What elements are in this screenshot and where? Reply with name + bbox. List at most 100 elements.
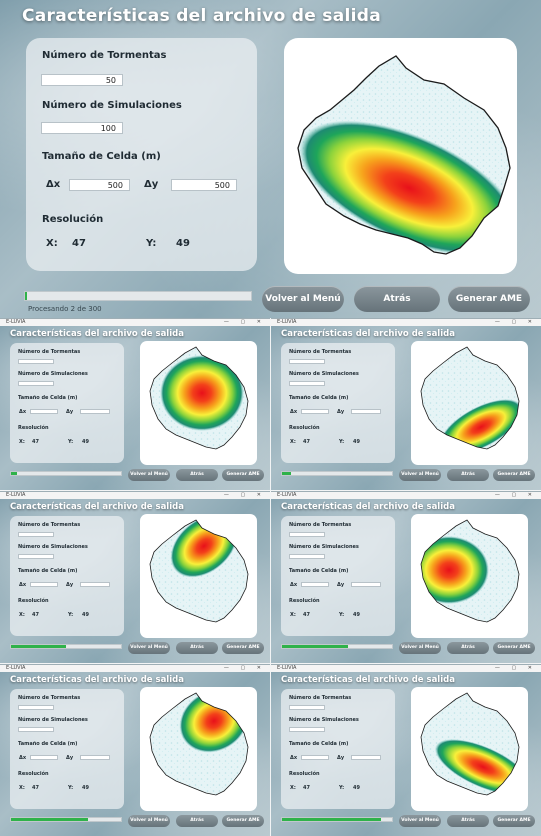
thumb-back-to-menu-button[interactable]: Volver al Menú xyxy=(399,815,441,827)
thumb-dx-label: Δx xyxy=(19,755,27,761)
thumb-dy-label: Δy xyxy=(337,409,345,415)
thumb-dx-input[interactable] xyxy=(301,755,329,760)
dy-input[interactable]: 500 xyxy=(171,179,237,191)
thumbnail-window: E-LUVIA — ▢ ✕ Características del archiv… xyxy=(271,318,541,490)
thumb-generate-button[interactable]: Generar AME xyxy=(222,642,264,654)
storms-input[interactable]: 50 xyxy=(41,74,123,86)
thumb-generate-button[interactable]: Generar AME xyxy=(493,815,535,827)
thumbnail-window: E-LUVIA — ▢ ✕ Características del archiv… xyxy=(0,491,270,663)
thumb-progress-bar xyxy=(10,644,122,649)
thumb-res-x-label: X: xyxy=(290,612,296,618)
thumb-back-to-menu-button[interactable]: Volver al Menú xyxy=(399,642,441,654)
window-controls-icon[interactable]: — ▢ ✕ xyxy=(223,665,266,671)
storm-map xyxy=(284,38,517,274)
thumb-res-y-label: Y: xyxy=(68,785,74,791)
thumb-simulations-input[interactable] xyxy=(18,554,54,559)
thumb-back-to-menu-button[interactable]: Volver al Menú xyxy=(128,815,170,827)
thumb-title: Características del archivo de salida xyxy=(281,329,455,339)
thumb-back-button[interactable]: Atrás xyxy=(176,642,218,654)
thumb-generate-button[interactable]: Generar AME xyxy=(222,815,264,827)
settings-panel: Número de Tormentas 50 Número de Simulac… xyxy=(26,38,257,271)
thumb-resolution-label: Resolución xyxy=(289,425,320,431)
thumb-storm-map xyxy=(140,341,257,465)
thumb-storms-input[interactable] xyxy=(18,705,54,710)
thumbnail-window: E-LUVIA — ▢ ✕ Características del archiv… xyxy=(0,318,270,490)
generate-ame-button[interactable]: Generar AME xyxy=(448,286,530,312)
thumb-storms-input[interactable] xyxy=(18,359,54,364)
thumb-back-to-menu-button[interactable]: Volver al Menú xyxy=(128,642,170,654)
thumb-storms-label: Número de Tormentas xyxy=(18,695,81,701)
back-button[interactable]: Atrás xyxy=(354,286,440,312)
thumb-storms-input[interactable] xyxy=(289,705,325,710)
thumb-title-bar: E-LUVIA — ▢ ✕ xyxy=(0,665,270,672)
thumb-progress-bar xyxy=(281,644,393,649)
thumb-progress-fill xyxy=(11,645,66,648)
thumb-progress-bar xyxy=(281,471,393,476)
thumb-dx-input[interactable] xyxy=(301,409,329,414)
thumb-storms-input[interactable] xyxy=(18,532,54,537)
window-controls-icon[interactable]: — ▢ ✕ xyxy=(494,319,537,325)
thumb-back-to-menu-button[interactable]: Volver al Menú xyxy=(128,469,170,481)
thumb-dy-input[interactable] xyxy=(80,755,110,760)
thumb-res-y-label: Y: xyxy=(68,439,74,445)
thumb-res-y-value: 49 xyxy=(82,439,89,445)
thumb-dx-input[interactable] xyxy=(30,582,58,587)
thumb-window-name: E-LUVIA xyxy=(6,319,26,325)
thumbnail-window: E-LUVIA — ▢ ✕ Características del archiv… xyxy=(271,664,541,836)
thumb-res-x-label: X: xyxy=(290,439,296,445)
thumb-back-button[interactable]: Atrás xyxy=(176,815,218,827)
thumb-simulations-input[interactable] xyxy=(289,381,325,386)
thumb-res-x-value: 47 xyxy=(303,612,310,618)
window-controls-icon[interactable]: — ▢ ✕ xyxy=(223,319,266,325)
simulations-input[interactable]: 100 xyxy=(41,122,123,134)
thumb-dx-input[interactable] xyxy=(301,582,329,587)
thumb-title-bar: E-LUVIA — ▢ ✕ xyxy=(271,665,541,672)
thumb-generate-button[interactable]: Generar AME xyxy=(493,469,535,481)
back-to-menu-button[interactable]: Volver al Menú xyxy=(262,286,344,312)
thumb-simulations-label: Número de Simulaciones xyxy=(289,371,359,377)
thumb-dx-input[interactable] xyxy=(30,755,58,760)
thumb-dy-input[interactable] xyxy=(351,582,381,587)
thumb-res-x-label: X: xyxy=(19,439,25,445)
thumb-storms-label: Número de Tormentas xyxy=(18,522,81,528)
thumb-back-button[interactable]: Atrás xyxy=(447,642,489,654)
thumb-generate-button[interactable]: Generar AME xyxy=(222,469,264,481)
thumb-back-button[interactable]: Atrás xyxy=(447,469,489,481)
thumb-title: Características del archivo de salida xyxy=(10,329,184,339)
thumb-back-button[interactable]: Atrás xyxy=(447,815,489,827)
thumb-generate-button[interactable]: Generar AME xyxy=(493,642,535,654)
progress-bar xyxy=(24,291,252,301)
thumb-dy-input[interactable] xyxy=(80,409,110,414)
thumb-storms-label: Número de Tormentas xyxy=(289,522,352,528)
thumb-dx-input[interactable] xyxy=(30,409,58,414)
thumb-simulations-input[interactable] xyxy=(289,727,325,732)
thumb-dx-label: Δx xyxy=(19,582,27,588)
thumb-simulations-input[interactable] xyxy=(18,381,54,386)
thumb-storm-map xyxy=(140,514,257,638)
thumb-simulations-input[interactable] xyxy=(18,727,54,732)
thumb-simulations-input[interactable] xyxy=(289,554,325,559)
thumb-dy-label: Δy xyxy=(66,755,74,761)
thumb-window-name: E-LUVIA xyxy=(277,665,297,671)
window-controls-icon[interactable]: — ▢ ✕ xyxy=(494,665,537,671)
thumb-progress-fill xyxy=(282,472,291,475)
window-controls-icon[interactable]: — ▢ ✕ xyxy=(223,492,266,498)
res-x-value: 47 xyxy=(72,238,86,249)
window-controls-icon[interactable]: — ▢ ✕ xyxy=(494,492,537,498)
thumb-back-button[interactable]: Atrás xyxy=(176,469,218,481)
thumb-dy-input[interactable] xyxy=(351,755,381,760)
progress-text: Procesando 2 de 300 xyxy=(28,305,102,313)
thumb-title: Características del archivo de salida xyxy=(10,675,184,685)
thumb-simulations-label: Número de Simulaciones xyxy=(18,544,88,550)
progress-fill xyxy=(25,292,27,300)
thumb-dy-input[interactable] xyxy=(351,409,381,414)
dx-input[interactable]: 500 xyxy=(69,179,130,191)
thumb-storms-input[interactable] xyxy=(289,532,325,537)
thumb-back-to-menu-button[interactable]: Volver al Menú xyxy=(399,469,441,481)
thumb-storms-label: Número de Tormentas xyxy=(289,349,352,355)
thumb-storms-input[interactable] xyxy=(289,359,325,364)
main-window: Características del archivo de salida Nú… xyxy=(0,0,541,318)
thumb-dy-input[interactable] xyxy=(80,582,110,587)
thumb-progress-bar xyxy=(281,817,393,822)
thumb-res-x-value: 47 xyxy=(32,612,39,618)
